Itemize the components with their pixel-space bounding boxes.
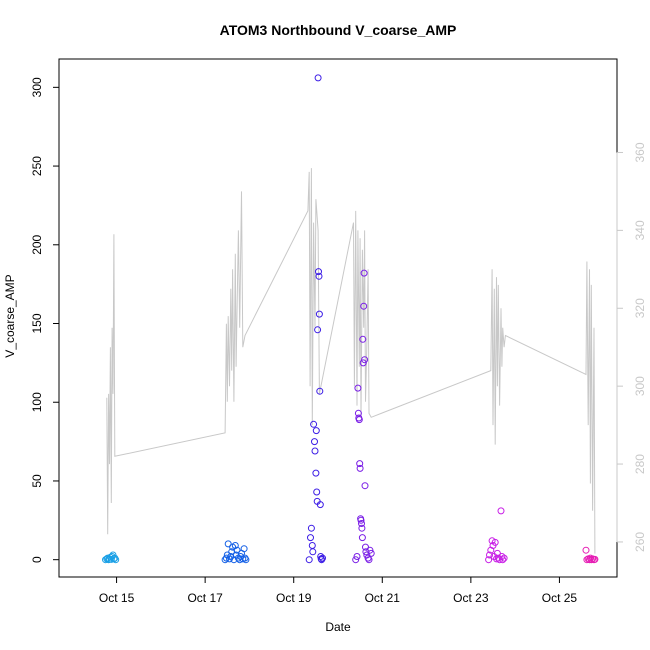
data-point <box>311 447 319 455</box>
y2-tick-label: 260 <box>633 532 647 552</box>
y-tick-label: 200 <box>30 234 44 254</box>
chart-title: ATOM3 Northbound V_coarse_AMP <box>220 22 457 38</box>
data-point <box>233 546 241 554</box>
data-point <box>307 524 315 532</box>
left-axis: 0 50 100 150 200 250 300 <box>30 77 60 563</box>
data-point <box>316 387 324 395</box>
data-point <box>107 555 115 563</box>
data-point <box>310 420 318 428</box>
data-point <box>361 356 369 364</box>
data-point <box>359 359 367 367</box>
data-point <box>582 546 590 554</box>
y2-tick-label: 280 <box>633 454 647 474</box>
data-point <box>240 545 248 553</box>
data-point <box>305 556 313 564</box>
data-point <box>309 548 317 556</box>
bottom-axis: Oct 15 Oct 17 Oct 19 Oct 21 Oct 23 Oct 25 <box>99 576 578 605</box>
series-line <box>106 168 596 554</box>
x-tick-label: Oct 21 <box>365 591 401 605</box>
data-point <box>316 501 324 509</box>
data-point <box>360 269 368 277</box>
data-point <box>358 520 365 527</box>
data-point <box>242 556 250 564</box>
data-point <box>314 326 322 334</box>
data-point <box>308 542 316 549</box>
y-tick-label: 250 <box>30 156 44 176</box>
data-point <box>355 416 363 424</box>
y-tick-label: 50 <box>30 474 44 488</box>
x-tick-label: Oct 19 <box>276 591 312 605</box>
data-point <box>497 507 505 515</box>
data-point <box>313 488 321 496</box>
data-point <box>231 542 239 549</box>
data-point <box>491 538 499 546</box>
y-tick-label: 100 <box>30 392 44 412</box>
data-point <box>356 464 364 472</box>
plot-frame <box>58 58 618 578</box>
y-tick-label: 150 <box>30 313 44 333</box>
data-point <box>319 554 326 562</box>
data-point <box>587 556 595 564</box>
y2-tick-label: 360 <box>633 142 647 162</box>
data-point <box>311 438 318 446</box>
right-axis: 260 280 300 320 340 360 <box>616 142 647 552</box>
x-tick-label: Oct 23 <box>453 591 489 605</box>
data-point <box>354 384 362 392</box>
data-point <box>352 556 360 564</box>
data-point <box>315 268 322 276</box>
y-tick-label: 0 <box>30 556 44 563</box>
data-point <box>366 546 374 554</box>
x-axis-label: Date <box>325 620 351 634</box>
data-point <box>353 553 361 560</box>
data-point <box>234 554 242 562</box>
y-tick-label: 300 <box>30 77 44 97</box>
data-point <box>112 556 120 564</box>
data-point <box>314 74 322 82</box>
data-point <box>499 556 507 564</box>
data-point <box>358 524 366 532</box>
data-point <box>367 549 375 557</box>
data-point <box>591 555 599 563</box>
data-point <box>315 272 323 280</box>
data-point <box>361 482 369 490</box>
y2-tick-label: 320 <box>633 298 647 318</box>
data-point <box>357 516 365 524</box>
y-axis-label: V_coarse_AMP <box>3 274 17 357</box>
data-point <box>237 553 245 560</box>
data-point <box>359 335 367 343</box>
data-point <box>500 554 508 562</box>
data-point <box>312 427 320 435</box>
y2-tick-label: 300 <box>633 376 647 396</box>
data-point <box>360 302 368 310</box>
data-point <box>485 556 493 564</box>
data-point <box>312 469 320 477</box>
data-point <box>486 551 493 559</box>
data-point <box>358 534 366 542</box>
data-point <box>315 310 323 318</box>
series-layer <box>102 74 599 564</box>
x-tick-label: Oct 17 <box>187 591 223 605</box>
data-point <box>356 460 364 468</box>
y2-tick-label: 340 <box>633 220 647 240</box>
data-point <box>222 554 230 562</box>
x-tick-label: Oct 15 <box>99 591 135 605</box>
data-point <box>365 556 373 564</box>
data-point <box>307 534 314 542</box>
data-point <box>498 553 506 560</box>
x-tick-label: Oct 25 <box>542 591 578 605</box>
